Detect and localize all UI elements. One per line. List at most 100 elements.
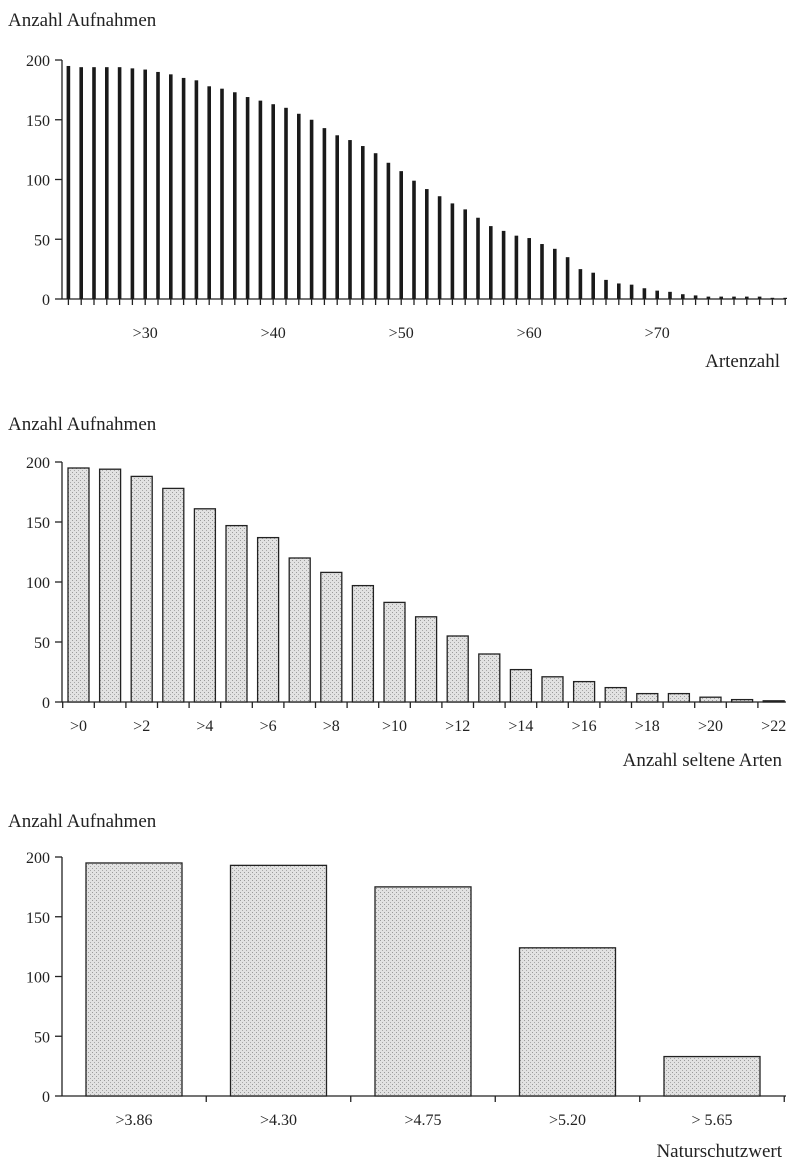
c1-bar	[169, 74, 173, 299]
c2-x-tick-label: >8	[323, 718, 340, 735]
c3-y-tick-label: 50	[34, 1029, 50, 1046]
chart-1-y-label: Anzahl Aufnahmen	[8, 10, 157, 31]
c1-bar	[425, 189, 429, 299]
c3-y-tick-label: 100	[26, 970, 50, 987]
c1-bar	[501, 230, 506, 299]
c2-bar	[67, 467, 90, 703]
c2-bar	[572, 680, 596, 703]
c1-bar	[565, 257, 570, 299]
c1-bar	[271, 104, 275, 299]
c1-y-tick-label: 100	[26, 173, 50, 190]
c3-y-tick-label: 0	[42, 1089, 50, 1106]
c1-bar	[527, 238, 531, 299]
c2-bar	[604, 686, 627, 703]
c1-bar	[540, 244, 544, 299]
c3-bar	[85, 862, 183, 1097]
c2-bar	[162, 487, 185, 703]
chart-2-x-label: Anzahl seltene Arten	[623, 750, 783, 771]
c1-bar	[732, 296, 736, 299]
c2-bar	[288, 557, 311, 703]
c2-x-tick-label: >6	[260, 718, 277, 735]
c2-x-tick-label: >12	[445, 718, 470, 735]
c2-bar	[699, 696, 722, 703]
c2-bar	[478, 653, 501, 703]
c1-bar	[757, 296, 762, 299]
c2-bar	[98, 468, 122, 703]
c2-bar	[193, 508, 217, 703]
c2-y-tick-label: 200	[26, 455, 50, 472]
chart-3-y-label: Anzahl Aufnahmen	[8, 811, 157, 832]
c1-y-tick-label: 200	[26, 53, 50, 70]
c3-bar	[229, 864, 328, 1097]
c3-x-tick-label: >4.75	[404, 1112, 441, 1129]
c2-x-tick-label: >10	[382, 718, 407, 735]
c1-bar	[207, 86, 211, 299]
chart-2-rare-species: Anzahl Aufnahmen Anzahl seltene Arten 0 5…	[8, 414, 786, 771]
c3-y-tick-label: 150	[26, 910, 50, 927]
c3-x-tick-label: > 5.65	[691, 1112, 732, 1129]
c1-bar	[476, 217, 480, 299]
c1-bar	[386, 162, 391, 299]
c1-bar	[361, 146, 365, 299]
c1-bar	[489, 226, 493, 299]
c1-bar	[156, 71, 160, 299]
c1-y-tick-label: 50	[34, 232, 50, 249]
c1-x-tick-label: >70	[645, 325, 670, 342]
c1-bar	[450, 203, 455, 299]
c2-bar	[762, 700, 785, 703]
c1-bar	[693, 295, 698, 299]
c2-bar	[351, 584, 375, 703]
c1-bar	[655, 290, 659, 299]
c1-bar	[783, 297, 787, 299]
chart-1-x-label: Artenzahl	[705, 351, 780, 372]
c3-bar	[663, 1055, 761, 1097]
c1-bar	[668, 291, 672, 299]
c1-y-tick-label: 150	[26, 113, 50, 130]
c1-bar	[463, 209, 467, 299]
c2-x-tick-label: >2	[133, 718, 150, 735]
c2-x-tick-label: >20	[698, 718, 723, 735]
c2-x-tick-label: >16	[572, 718, 597, 735]
c1-bar	[322, 128, 327, 299]
c2-bar	[130, 475, 153, 703]
c1-x-tick-label: >40	[261, 325, 286, 342]
c1-bar	[578, 269, 583, 299]
c2-bar	[636, 692, 659, 703]
c1-bar	[258, 100, 263, 299]
c2-y-tick-label: 50	[34, 635, 50, 652]
c1-bar	[770, 297, 775, 299]
c2-bar	[383, 601, 406, 703]
chart-3-conservation-value: Anzahl Aufnahmen Naturschutzwert 0 50 100 1…	[8, 811, 786, 1162]
c2-bar	[414, 616, 438, 703]
c1-x-tick-label: >60	[517, 325, 542, 342]
c3-bar	[518, 947, 617, 1097]
c1-y-tick-label: 0	[42, 292, 50, 309]
c1-bar	[117, 67, 122, 299]
c2-bar	[320, 571, 343, 703]
c1-bar	[92, 67, 96, 299]
c1-bar	[297, 113, 301, 300]
chart-1-species-count: Anzahl Aufnahmen Artenzahl 050100150200 …	[8, 10, 787, 372]
chart-3-x-label: Naturschutzwert	[656, 1141, 782, 1162]
c2-y-tick-label: 100	[26, 575, 50, 592]
c2-x-tick-label: >14	[508, 718, 533, 735]
c1-bar	[335, 135, 339, 299]
c1-bar	[617, 283, 621, 299]
c3-x-tick-label: >4.30	[260, 1112, 297, 1129]
c1-bar	[220, 88, 224, 300]
c1-bar	[412, 180, 416, 299]
c1-bar	[706, 296, 711, 299]
c1-bar	[514, 235, 519, 299]
c1-bar	[629, 284, 634, 299]
chart-2-y-label: Anzahl Aufnahmen	[8, 414, 157, 435]
c1-bar	[681, 294, 685, 299]
c1-bar	[194, 80, 199, 299]
c3-x-tick-label: >3.86	[115, 1112, 152, 1129]
c2-bar	[667, 692, 691, 703]
c2-x-tick-label: >4	[196, 718, 213, 735]
c2-x-tick-label: >22	[761, 718, 786, 735]
c2-y-tick-label: 150	[26, 515, 50, 532]
c1-bar	[604, 279, 608, 299]
c2-bar	[509, 668, 533, 703]
c3-x-tick-label: >5.20	[549, 1112, 586, 1129]
